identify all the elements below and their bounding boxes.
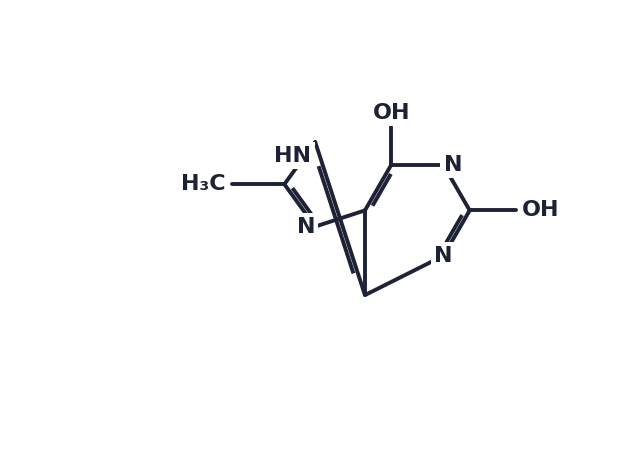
Text: N: N — [444, 155, 462, 175]
Text: OH: OH — [372, 103, 410, 123]
Text: H₃C: H₃C — [181, 174, 226, 194]
Text: OH: OH — [522, 200, 559, 220]
Text: HN: HN — [275, 146, 311, 166]
Text: N: N — [297, 217, 315, 236]
Text: N: N — [435, 246, 452, 266]
